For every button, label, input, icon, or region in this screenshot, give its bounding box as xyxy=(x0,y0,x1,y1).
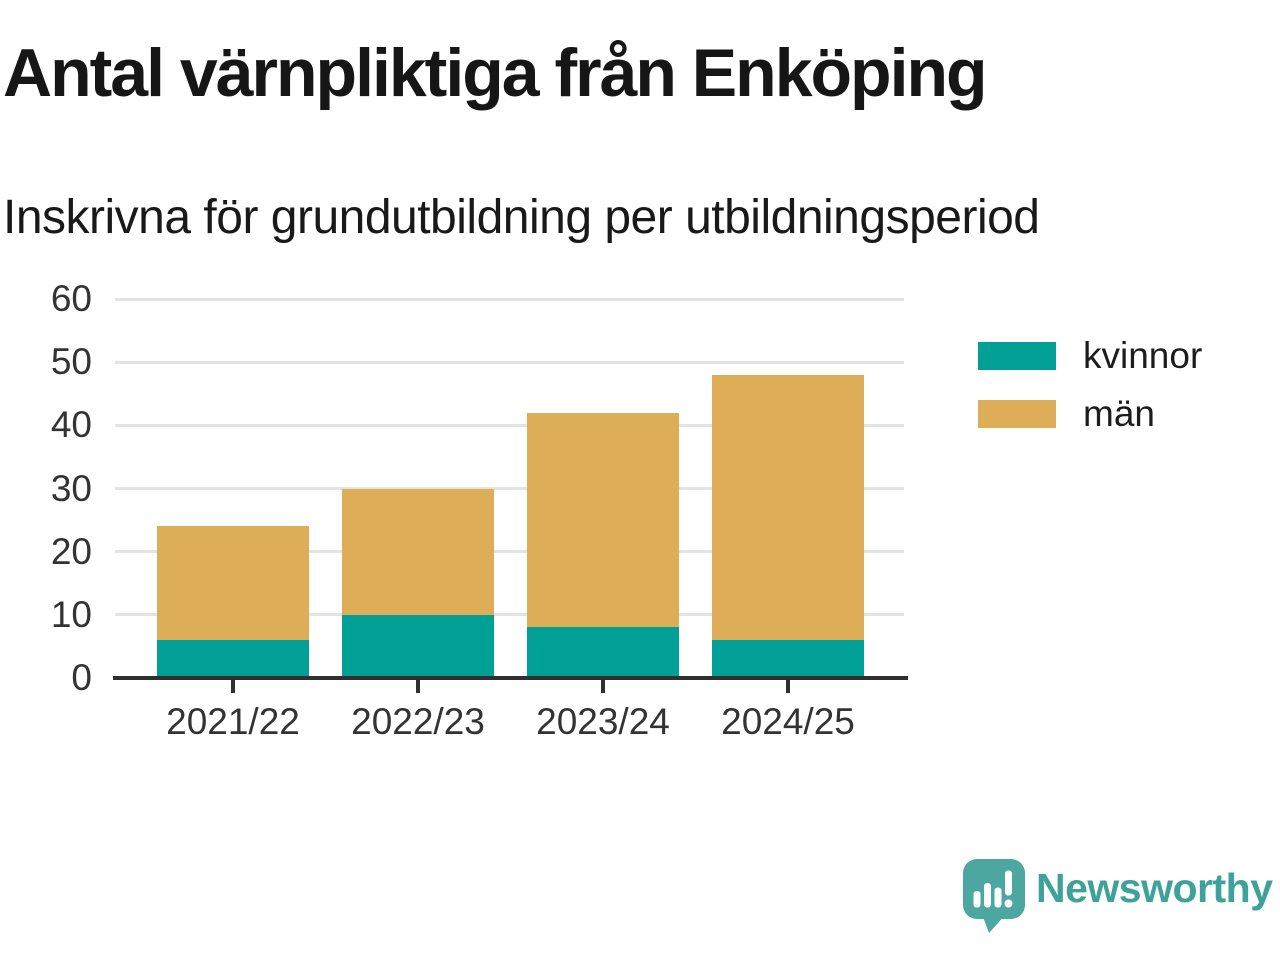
legend-swatch-kvinnor xyxy=(978,342,1056,370)
bar-segment-man xyxy=(342,488,494,615)
gridline xyxy=(115,613,904,617)
legend-item: män xyxy=(978,390,1202,438)
legend-label: män xyxy=(1083,393,1155,434)
gridline xyxy=(115,297,904,301)
x-axis-label: 2024/25 xyxy=(721,701,855,742)
x-axis-label: 2023/24 xyxy=(536,701,670,742)
x-axis-tick xyxy=(601,680,605,693)
y-axis-label: 20 xyxy=(50,530,92,572)
y-axis-label: 10 xyxy=(50,593,92,635)
gridline xyxy=(115,360,904,364)
x-axis-label: 2022/23 xyxy=(351,701,485,742)
legend-item: kvinnor xyxy=(978,332,1202,380)
x-axis-tick xyxy=(231,680,235,693)
chart-title: Antal värnpliktiga från Enköping xyxy=(3,35,988,111)
bar-segment-kvinnor xyxy=(527,627,679,678)
y-axis-label: 30 xyxy=(50,467,92,509)
gridline xyxy=(115,423,904,427)
y-axis-label: 50 xyxy=(50,341,92,383)
x-axis-label: 2021/22 xyxy=(166,701,300,742)
legend-label: kvinnor xyxy=(1083,335,1203,376)
gridline xyxy=(115,550,904,554)
gridline xyxy=(115,487,904,490)
chart-subtitle: Inskrivna för grundutbildning per utbild… xyxy=(3,191,1040,244)
y-axis-label: 40 xyxy=(50,404,92,446)
x-axis-tick xyxy=(416,680,420,693)
bar-segment-kvinnor xyxy=(712,640,864,678)
bar-segment-kvinnor xyxy=(157,640,309,678)
bar-segment-man xyxy=(527,412,679,628)
newsworthy-logo: Newsworthy xyxy=(962,858,1273,936)
newsworthy-logo-icon xyxy=(963,859,1025,933)
y-axis-label: 60 xyxy=(50,278,92,319)
newsworthy-logo-text: Newsworthy xyxy=(1036,865,1273,911)
bar-segment-man xyxy=(712,374,864,641)
x-axis-line xyxy=(113,676,908,680)
bar-segment-man xyxy=(157,526,309,641)
bar-segment-kvinnor xyxy=(342,614,494,678)
y-axis-label: 0 xyxy=(71,657,92,698)
legend-swatch-man xyxy=(978,400,1056,428)
legend: kvinnor män xyxy=(978,332,1202,448)
x-axis-tick xyxy=(786,680,790,693)
